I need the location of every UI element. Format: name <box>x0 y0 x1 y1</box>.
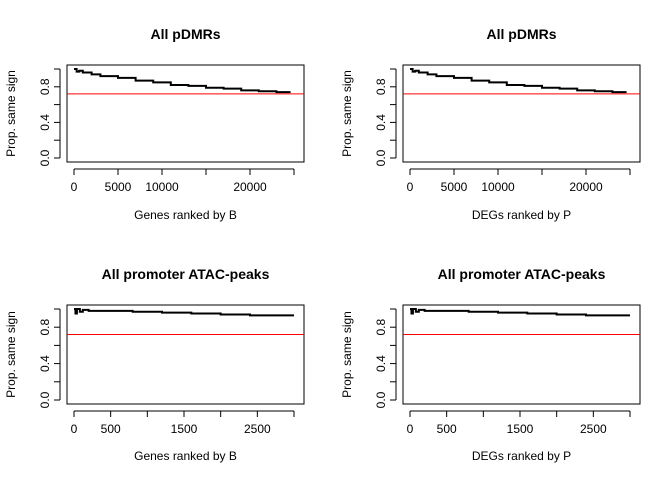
x-axis-label: Genes ranked by B <box>134 449 237 463</box>
x-tick-label: 500 <box>101 422 121 436</box>
y-tick-label: 0.4 <box>374 355 388 372</box>
y-tick-label: 0.4 <box>38 114 52 131</box>
x-tick-label: 20000 <box>569 180 603 194</box>
series-line <box>410 308 630 317</box>
y-tick-label: 0.0 <box>38 391 52 408</box>
chart-panel-3: All promoter ATAC-peaks Genes ranked by B… <box>4 266 305 463</box>
y-tick-label: 0.0 <box>374 149 388 166</box>
series-line <box>410 68 627 94</box>
chart-title: All promoter ATAC-peaks <box>438 266 606 282</box>
x-tick-label: 0 <box>71 180 78 194</box>
y-axis-label: Prop. same sign <box>340 311 354 398</box>
series-line <box>74 308 294 317</box>
y-axis-label: Prop. same sign <box>340 70 354 157</box>
x-tick-label: 0 <box>407 422 414 436</box>
series-line <box>74 68 291 94</box>
y-tick-label: 0.4 <box>38 355 52 372</box>
plot-frame <box>402 64 641 163</box>
y-tick-label: 0.0 <box>374 391 388 408</box>
y-tick-label: 0.8 <box>38 78 52 95</box>
chart-title: All pDMRs <box>151 26 221 42</box>
chart-panel-1: All pDMRs Genes ranked by B Prop. same sig… <box>4 26 305 222</box>
x-tick-label: 500 <box>437 422 457 436</box>
x-axis-label: Genes ranked by B <box>134 208 237 222</box>
x-tick-label: 10000 <box>145 180 179 194</box>
x-tick-label: 5000 <box>441 180 468 194</box>
chart-title: All promoter ATAC-peaks <box>102 266 270 282</box>
chart-panel-2: All pDMRs DEGs ranked by P Prop. same sign… <box>340 26 641 222</box>
y-tick-label: 0.4 <box>374 114 388 131</box>
y-tick-label: 0.0 <box>38 149 52 166</box>
x-tick-label: 1500 <box>171 422 198 436</box>
plot-frame <box>402 304 641 405</box>
x-tick-label: 0 <box>71 422 78 436</box>
x-tick-label: 20000 <box>233 180 267 194</box>
chart-title: All pDMRs <box>487 26 557 42</box>
y-tick-label: 0.8 <box>38 319 52 336</box>
chart-panel-4: All promoter ATAC-peaks DEGs ranked by P P… <box>340 266 641 463</box>
y-axis-label: Prop. same sign <box>4 70 18 157</box>
x-tick-label: 1500 <box>507 422 534 436</box>
y-tick-label: 0.8 <box>374 78 388 95</box>
x-tick-label: 2500 <box>244 422 271 436</box>
plot-frame <box>66 304 305 405</box>
x-tick-label: 0 <box>407 180 414 194</box>
x-tick-label: 5000 <box>105 180 132 194</box>
y-tick-label: 0.8 <box>374 319 388 336</box>
x-tick-label: 2500 <box>580 422 607 436</box>
x-axis-label: DEGs ranked by P <box>472 449 571 463</box>
y-axis-label: Prop. same sign <box>4 311 18 398</box>
x-tick-label: 10000 <box>481 180 515 194</box>
x-axis-label: DEGs ranked by P <box>472 208 571 222</box>
plot-frame <box>66 64 305 163</box>
